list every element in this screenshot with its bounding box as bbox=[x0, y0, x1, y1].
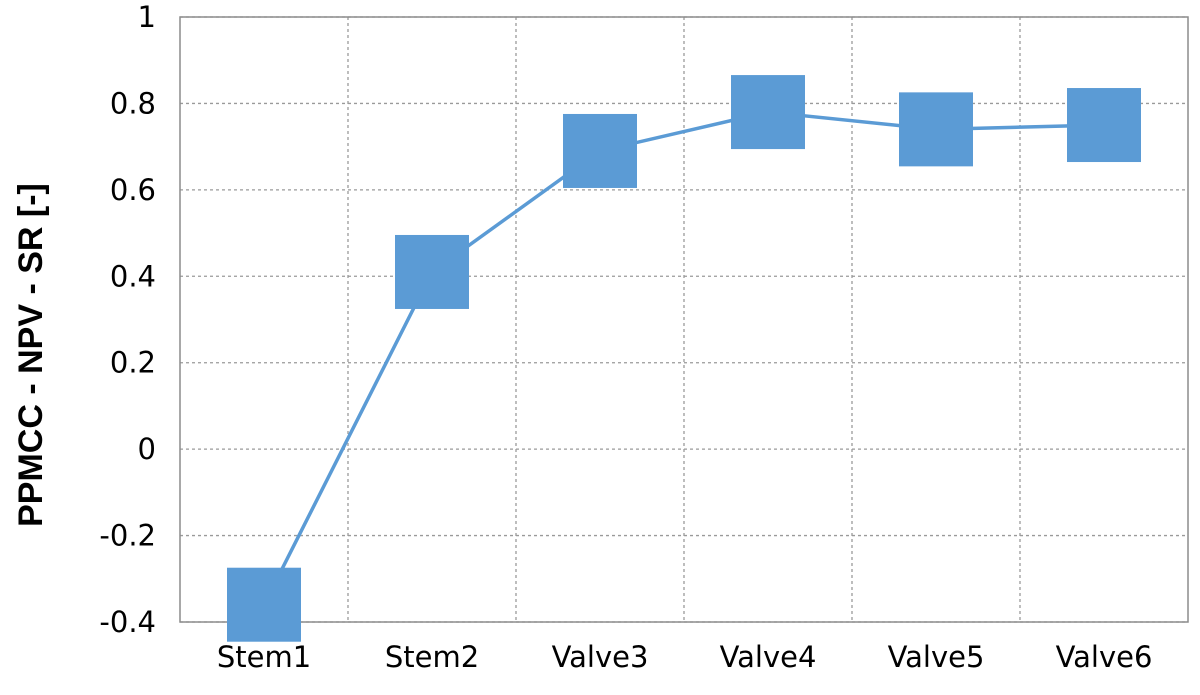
y-tick-label: -0.4 bbox=[99, 605, 156, 639]
data-point-marker bbox=[899, 92, 973, 167]
y-tick-label: 0.6 bbox=[110, 173, 156, 207]
y-tick-label: -0.2 bbox=[99, 519, 156, 553]
data-point-marker bbox=[731, 75, 805, 150]
x-tick-label: Valve6 bbox=[1056, 640, 1153, 674]
plot-border bbox=[179, 16, 1189, 623]
plot-area-frame bbox=[179, 16, 1189, 623]
data-point-marker bbox=[1067, 88, 1141, 163]
y-tick-labels: 1 0.8 0.6 0.4 0.2 0 -0.2 -0.4 bbox=[99, 0, 156, 639]
y-tick-label: 0.4 bbox=[110, 259, 156, 293]
series-layer bbox=[227, 75, 1141, 642]
y-tick-label: 0.2 bbox=[110, 346, 156, 380]
x-tick-label: Stem1 bbox=[217, 640, 311, 674]
y-tick-label: 1 bbox=[138, 0, 156, 34]
x-tick-label: Valve4 bbox=[720, 640, 817, 674]
y-tick-label: 0.8 bbox=[110, 86, 156, 120]
data-point-marker bbox=[395, 234, 469, 309]
y-axis-title: PPMCC - NPV - SR [-] bbox=[12, 183, 50, 527]
x-tick-label: Valve3 bbox=[552, 640, 649, 674]
data-point-marker bbox=[563, 113, 637, 188]
y-tick-label: 0 bbox=[138, 432, 156, 466]
x-tick-label: Valve5 bbox=[888, 640, 985, 674]
x-tick-label: Stem2 bbox=[385, 640, 479, 674]
data-point-marker bbox=[227, 567, 301, 642]
x-tick-labels: Stem1 Stem2 Valve3 Valve4 Valve5 Valve6 bbox=[217, 640, 1153, 674]
grid-layer bbox=[180, 16, 1188, 623]
